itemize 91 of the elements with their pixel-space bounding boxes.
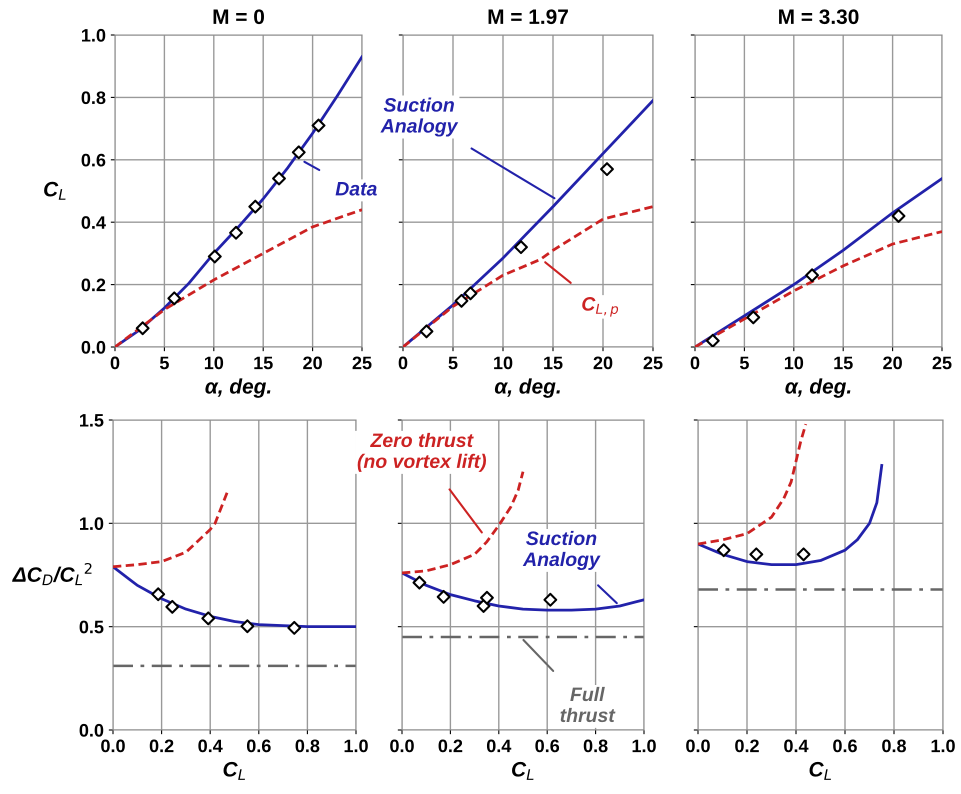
x-tick-label: 1.0 <box>932 740 955 752</box>
point <box>165 600 180 614</box>
y-axis-title: C$_{L}$ <box>44 182 66 200</box>
x-tick-label: 10 <box>204 356 224 370</box>
x-tick-label: 0.2 <box>150 740 174 752</box>
x-tick-label: 0.6 <box>833 740 857 752</box>
point <box>240 619 254 634</box>
point <box>167 291 182 306</box>
x-tick-label: 0.0 <box>101 740 125 752</box>
annotation: Data <box>336 182 377 196</box>
x-tick-label: 0.6 <box>246 740 271 752</box>
x-tick-label: 0.8 <box>584 740 608 752</box>
x-axis-title: C$_{L}$ <box>810 762 832 780</box>
x-axis-title: α, deg. <box>494 378 560 398</box>
x-tick-label: 0 <box>398 356 408 370</box>
x-tick-label: 0.0 <box>686 740 710 752</box>
point <box>600 162 614 176</box>
line-series <box>113 490 229 568</box>
line-series <box>113 565 356 628</box>
x-tick-label: 25 <box>352 356 372 370</box>
x-axis-title: C$_{L}$ <box>512 762 534 780</box>
annotation: Full thrust <box>560 686 616 722</box>
point <box>287 620 302 635</box>
y-tick-label: 1.5 <box>80 414 104 427</box>
point <box>229 226 243 240</box>
x-tick-label: 5 <box>448 356 458 370</box>
x-tick-label: 0.0 <box>390 740 414 752</box>
y-tick-label: 1.0 <box>80 517 104 530</box>
annotation: Suction Analogy <box>522 530 601 570</box>
x-axis-title: α, deg. <box>785 378 850 398</box>
chart-title: M = 1.97 <box>488 9 568 24</box>
point <box>480 590 494 605</box>
x-tick-label: 20 <box>594 356 612 370</box>
point <box>420 324 434 338</box>
point <box>136 321 150 336</box>
x-tick-label: 0.8 <box>882 740 906 752</box>
x-tick-label: 0.4 <box>486 740 512 752</box>
x-tick-label: 0.6 <box>535 740 560 752</box>
point <box>543 592 558 607</box>
point <box>746 310 760 324</box>
chart-title: M = 3.30 <box>779 9 858 24</box>
point <box>208 250 222 264</box>
x-axis-title: α, deg. <box>205 378 270 398</box>
x-tick-label: 25 <box>644 356 663 370</box>
y-tick-label: 0.4 <box>82 216 106 229</box>
point <box>272 172 286 186</box>
point <box>201 611 216 626</box>
point <box>412 576 426 590</box>
x-tick-label: 15 <box>254 356 273 370</box>
y-tick-label: 1.0 <box>82 28 106 42</box>
point <box>292 145 306 160</box>
point <box>805 268 820 282</box>
point <box>892 209 906 223</box>
x-tick-label: 0.2 <box>438 740 462 752</box>
x-tick-label: 0 <box>110 356 120 370</box>
y-tick-label: 0.8 <box>82 91 106 104</box>
x-tick-label: 20 <box>883 356 902 370</box>
y-tick-label: 0.0 <box>80 724 104 737</box>
x-tick-label: 0.4 <box>784 740 808 752</box>
x-tick-label: 5 <box>160 356 169 370</box>
point <box>436 590 451 604</box>
point <box>514 240 528 254</box>
x-tick-label: 1.0 <box>344 740 368 752</box>
x-axis-title: C$_{L}$ <box>224 762 246 780</box>
x-tick-label: 5 <box>740 356 749 370</box>
y-tick-label: 0.0 <box>82 340 106 354</box>
x-tick-label: 15 <box>544 356 563 370</box>
y-tick-label: 0.2 <box>82 278 106 292</box>
x-tick-label: 0.4 <box>198 740 223 752</box>
annotation: Zero thrust (no vortex lift) <box>358 432 486 472</box>
point <box>454 294 468 308</box>
x-tick-label: 20 <box>303 356 322 370</box>
x-tick-label: 25 <box>932 356 952 370</box>
annotation: C$_{L,p}$ <box>582 297 618 317</box>
point <box>151 587 166 602</box>
point <box>464 286 478 300</box>
x-tick-label: 10 <box>784 356 804 370</box>
x-tick-label: 10 <box>494 356 512 370</box>
x-tick-label: 1.0 <box>632 740 656 752</box>
y-tick-label: 0.5 <box>80 620 104 634</box>
point <box>706 334 720 347</box>
x-tick-label: 0 <box>690 356 700 370</box>
x-tick-label: 0.8 <box>296 740 320 752</box>
chart-title: M = 0 <box>214 9 264 24</box>
x-tick-label: 0.2 <box>735 740 759 752</box>
point <box>312 118 326 132</box>
point <box>248 200 262 214</box>
x-tick-label: 15 <box>834 356 853 370</box>
annotation: Suction Analogy <box>380 97 458 137</box>
y-tick-label: 0.6 <box>82 154 106 167</box>
y-axis-title: ΔC$_{D}$/C$_{L}$$^{2}$ <box>12 562 92 586</box>
